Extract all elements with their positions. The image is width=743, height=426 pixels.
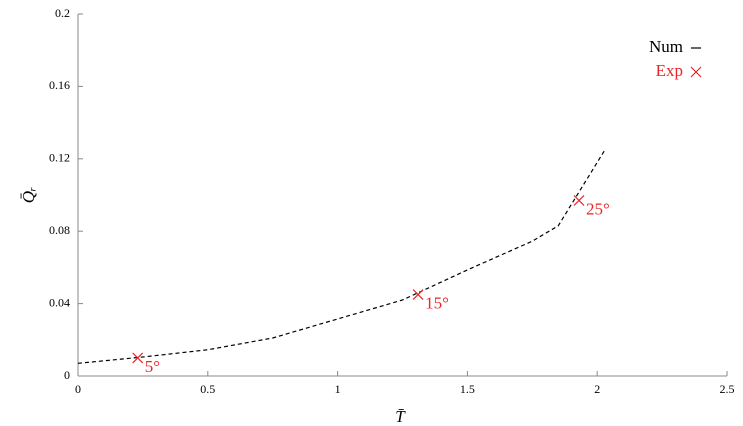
point	[132, 352, 144, 364]
y-tick-label: 0.12	[49, 151, 70, 165]
x-tick-label: 2.5	[720, 382, 735, 396]
line	[77, 149, 606, 364]
x-tick-label: 0	[75, 382, 81, 396]
y-tick-label: 0.2	[55, 6, 70, 20]
x-tick-label: 1	[335, 382, 341, 396]
y-tick-label: 0.16	[49, 78, 70, 92]
point	[412, 289, 424, 300]
point	[573, 195, 585, 206]
y-tick-label: 0.04	[49, 295, 70, 309]
legend-label: Num	[649, 37, 683, 56]
y-axis-label: Q̄ᵣ	[19, 187, 38, 203]
legend-label: Exp	[656, 61, 683, 80]
point-label: 5°	[145, 357, 160, 376]
x-tick-label: 0.5	[200, 382, 215, 396]
x-tick-label: 1.5	[460, 382, 475, 396]
y-tick-label: 0.08	[49, 223, 70, 237]
legend-symbol	[690, 66, 702, 78]
point-label: 15°	[425, 293, 449, 312]
x-tick-label: 2	[594, 382, 600, 396]
x-axis-label: T̄	[395, 407, 406, 426]
point-label: 25°	[586, 199, 610, 218]
y-tick-label: 0	[64, 368, 70, 382]
